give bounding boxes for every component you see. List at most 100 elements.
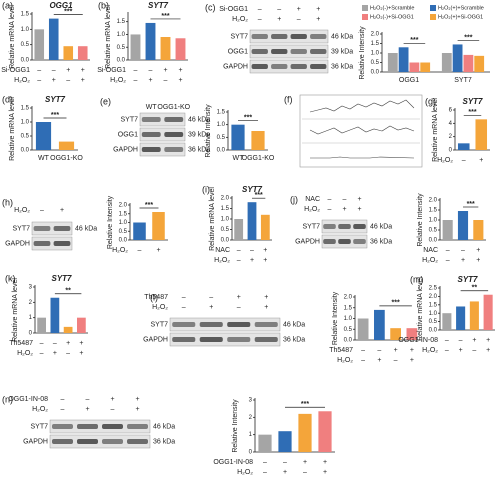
significance-label: ** (65, 288, 71, 295)
y-tick-label: 0 (449, 148, 453, 154)
significance-label: *** (468, 109, 476, 116)
y-tick-label: 1.5 (117, 19, 126, 25)
x-tick-label: OGG1-KO (50, 155, 83, 162)
row-sign: – (303, 469, 307, 476)
blot-band (271, 64, 288, 69)
blot-band (164, 147, 184, 152)
blot-band (338, 224, 351, 229)
row-label: OGG1-IN-08 (213, 459, 253, 466)
y-tick-label: 0.5 (429, 228, 438, 234)
row-sign: – (40, 340, 44, 347)
row-sign: – (182, 304, 186, 311)
y-tick-label: 1.0 (117, 32, 126, 38)
blot-band (102, 439, 123, 444)
bar (145, 22, 156, 61)
bar (130, 34, 141, 60)
bar (442, 220, 453, 240)
blot-strip (249, 59, 329, 74)
row-sign: – (263, 469, 267, 476)
row-sign: – (164, 77, 168, 84)
y-tick-label: 2 (249, 415, 253, 421)
bar (390, 328, 401, 340)
y-tick-label: 2 (449, 134, 453, 140)
significance-label: *** (244, 115, 252, 122)
blot-band (251, 34, 268, 39)
plot-frame (299, 94, 423, 168)
blot-band (353, 239, 366, 244)
y-tick-label: 1.5 (119, 211, 128, 217)
bar (37, 317, 46, 333)
row-sign: – (111, 406, 115, 413)
bar (63, 46, 74, 60)
row-sign: + (316, 6, 320, 13)
y-tick-label: 6 (449, 108, 453, 114)
band-name: SYT7 (230, 33, 248, 40)
panel-label: (g) (425, 96, 436, 106)
row-label: NAC (423, 247, 438, 254)
y-tick-label: 1.5 (21, 12, 30, 18)
row-sign: – (61, 396, 65, 403)
y-tick-label: 0.5 (344, 327, 353, 333)
chart-title: SYT7 (462, 97, 483, 106)
y-tick-label: 1.0 (221, 217, 230, 223)
significance-label: *** (51, 112, 59, 119)
blot-strip (31, 221, 73, 236)
band-name: GAPDH (113, 146, 138, 153)
blot-band (254, 322, 278, 327)
row-sign: – (297, 16, 301, 23)
row-sign: – (52, 67, 56, 74)
row-label: H₂O₂ (112, 247, 128, 254)
panel-label: (h) (2, 197, 13, 207)
row-label: H₂O₂ (232, 16, 248, 23)
y-tick-label: 0.5 (21, 134, 30, 140)
panel-label: (e) (100, 96, 111, 106)
row-label: H₂O₂ (32, 406, 48, 413)
panel-label: (n) (2, 394, 13, 404)
trace (309, 125, 415, 135)
row-sign: – (37, 67, 41, 74)
blot-band (52, 424, 73, 429)
row-sign: – (472, 347, 476, 354)
row-sign: – (343, 196, 347, 203)
bar (260, 214, 270, 240)
lane-label: WT (146, 104, 158, 111)
panel-label: (d) (2, 94, 13, 104)
band-name: GAPDH (223, 63, 248, 70)
blot-band (227, 337, 251, 342)
y-tick-label: 0 (249, 450, 253, 456)
row-sign: + (297, 6, 301, 13)
row-sign: + (156, 247, 160, 254)
bar (406, 328, 418, 340)
bar (357, 318, 369, 340)
row-sign: – (66, 350, 70, 357)
band-size: 46 kDa (370, 223, 392, 230)
blot-band (127, 439, 148, 444)
row-sign: + (178, 77, 182, 84)
band-size: 46 kDa (331, 33, 353, 40)
lane-label: OGG1-KO (157, 104, 190, 111)
chart-title: SYT7 (242, 185, 263, 194)
row-sign: – (134, 67, 138, 74)
significance-label: *** (255, 192, 263, 199)
blot-band (141, 147, 161, 152)
panel-label: (b) (98, 0, 109, 10)
trace (309, 99, 415, 113)
row-label: Si-OGG1 (1, 67, 30, 74)
row-sign: – (263, 459, 267, 466)
row-sign: – (377, 347, 381, 354)
row-sign: + (410, 347, 414, 354)
row-sign: + (486, 347, 490, 354)
row-sign: – (237, 247, 241, 254)
y-tick-label: 3 (249, 398, 253, 404)
blot-strip (139, 112, 186, 127)
y-tick-label: 0.0 (344, 338, 353, 344)
row-label: H₂O₂ (237, 469, 253, 476)
row-sign: – (445, 337, 449, 344)
y-tick-label: 0.5 (117, 45, 126, 51)
row-sign: – (462, 157, 466, 164)
row-sign: + (357, 206, 361, 213)
row-label: H₂O₂ (17, 350, 33, 357)
row-sign: – (86, 396, 90, 403)
sequence-plot (299, 94, 423, 168)
